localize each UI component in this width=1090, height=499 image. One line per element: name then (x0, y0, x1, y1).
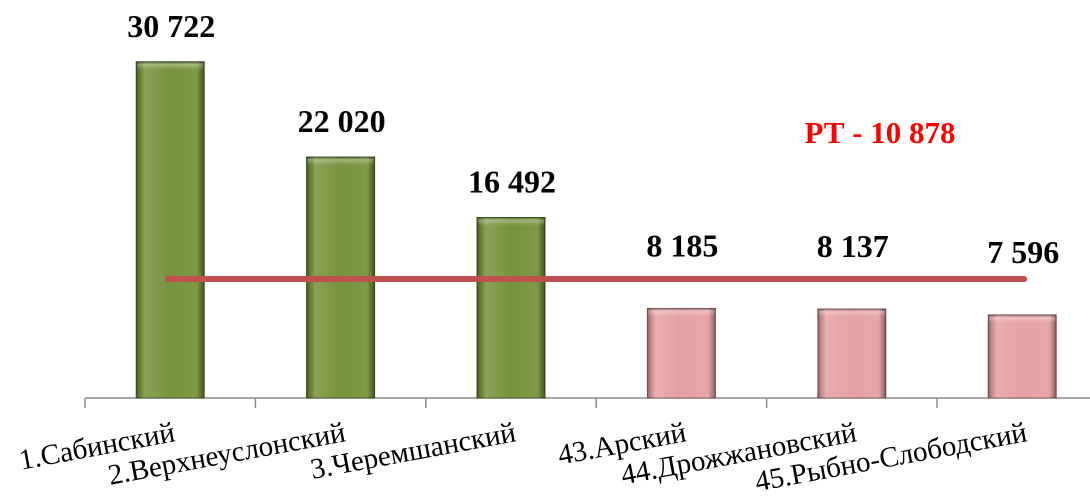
value-label: 30 722 (127, 8, 215, 44)
value-label: 22 020 (298, 103, 386, 139)
bar-side-bevel (817, 308, 886, 398)
bar (135, 61, 205, 399)
value-label: 16 492 (468, 164, 556, 200)
bar-side-bevel (136, 61, 205, 399)
bar-top-bevel (818, 308, 885, 317)
reference-line-label: РТ - 10 878 (804, 115, 955, 150)
bar-side-bevel (647, 308, 716, 398)
bar (646, 307, 716, 399)
value-label: 7 596 (987, 234, 1059, 270)
value-label: 8 137 (817, 228, 889, 264)
value-label: 8 185 (646, 227, 718, 263)
bar (476, 217, 546, 399)
bar-top-bevel (307, 157, 374, 166)
x-axis (84, 397, 1090, 408)
category-labels: 1.Сабинский2.Верхнеуслонский3.Черемшанск… (17, 416, 1030, 498)
bar-top-bevel (989, 314, 1056, 323)
bar-top-bevel (648, 308, 715, 317)
bar-side-bevel (477, 217, 545, 398)
bar (987, 314, 1057, 399)
bar-top-bevel (137, 61, 204, 70)
bar-top-bevel (478, 217, 544, 226)
value-labels: 30 722 22 020 16 492 8 185 8 137 7 596 (127, 8, 1059, 270)
bar-side-bevel (988, 314, 1057, 398)
bar (817, 308, 887, 399)
bars (135, 61, 1057, 399)
